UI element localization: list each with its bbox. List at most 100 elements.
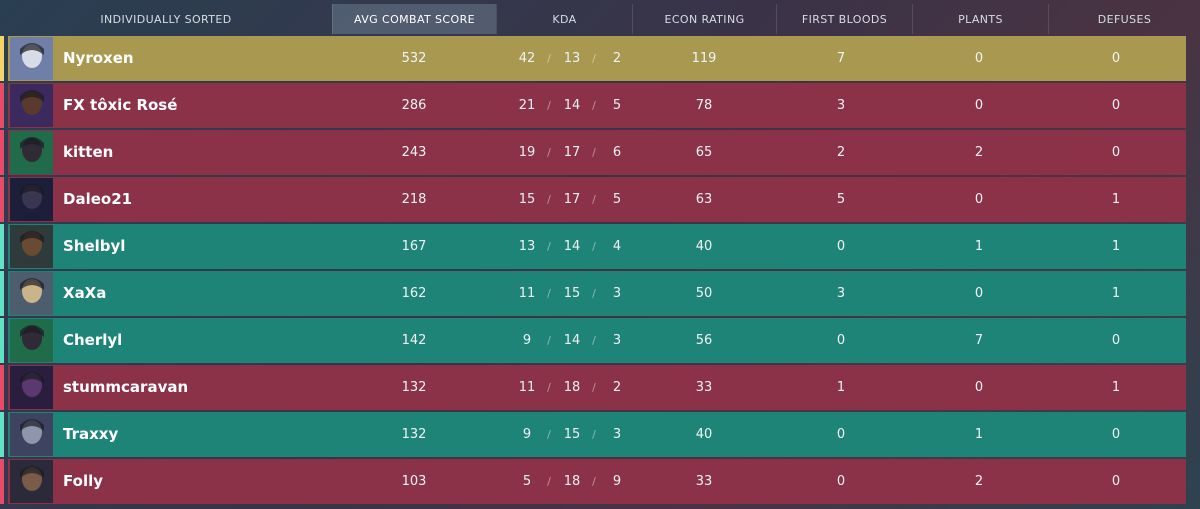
assists-value: 3 [612,286,622,301]
column-header-econ[interactable]: ECON RATING [632,4,776,34]
player-row[interactable]: Daleo21 218 63 5 0 1 15 17 5 / / [0,177,1186,222]
acs-value: 218 [401,192,427,207]
defuses-value: 0 [1111,474,1121,489]
player-name: Folly [63,472,104,490]
player-row[interactable]: stummcaravan 132 33 1 0 1 11 18 2// [0,365,1186,410]
econ-rating-value: 40 [695,239,713,254]
kills-value: 9 [522,427,532,442]
acs-value: 167 [401,239,427,254]
assists-value: 6 [612,145,622,160]
assists-value: 9 [612,474,622,489]
kills-value: 21 [518,98,536,113]
kda-separator: / [547,146,551,159]
acs-value: 162 [401,286,427,301]
team-color-stripe [0,177,4,222]
column-header-first-bloods[interactable]: FIRST BLOODS [776,4,912,34]
column-header-defuses[interactable]: DEFUSES [1048,4,1200,34]
kills-value: 11 [518,286,536,301]
kda-separator: / [547,99,551,112]
team-color-stripe [0,365,4,410]
player-name: stummcaravan [63,378,189,396]
first-bloods-value: 0 [836,474,846,489]
deaths-value: 17 [563,145,581,160]
team-color-stripe [0,412,4,457]
assists-value: 2 [612,51,622,66]
player-row[interactable]: kitten 243 65 2 2 0 19 17 6 / / [0,130,1186,175]
assists-value: 5 [612,98,622,113]
agent-portrait-icon [10,225,53,268]
team-color-stripe [0,130,4,175]
deaths-value: 15 [563,427,581,442]
acs-value: 132 [401,427,427,442]
kda-separator: / [547,193,551,206]
first-bloods-value: 0 [836,427,846,442]
kills-value: 5 [522,474,532,489]
acs-value: 532 [401,51,427,66]
defuses-value: 0 [1111,51,1121,66]
kda-separator: / [547,240,551,253]
player-row[interactable]: Shelbyl 167 40 0 1 1 13 14 4 / / [0,224,1186,269]
kills-value: 9 [522,333,532,348]
column-header-plants[interactable]: PLANTS [912,4,1048,34]
defuses-value: 1 [1111,239,1121,254]
team-color-stripe [0,224,4,269]
player-row[interactable]: Traxxy 132 40 0 1 0 9 15 3 / / [0,412,1186,457]
plants-value: 1 [974,239,984,254]
plants-value: 2 [974,474,984,489]
column-header-kda[interactable]: KDA [496,4,632,34]
agent-portrait-icon [10,84,53,127]
defuses-value: 0 [1111,333,1121,348]
sort-mode-header[interactable]: INDIVIDUALLY SORTED [100,12,232,26]
defuses-value: 1 [1111,380,1121,395]
player-name: XaXa [63,284,107,302]
defuses-value: 0 [1111,145,1121,160]
plants-value: 0 [974,380,984,395]
kda-separator: / [547,381,551,394]
kills-value: 15 [518,192,536,207]
econ-rating-value: 78 [695,98,713,113]
player-row[interactable]: Nyroxen 532 119 7 0 0 42 13 2 / / [0,36,1186,81]
kills-value: 42 [518,51,536,66]
player-row[interactable]: Folly 103 33 0 2 0 5 18 9 / / [0,459,1186,504]
deaths-value: 13 [563,51,581,66]
kda-separator: / [547,428,551,441]
player-row[interactable]: FX tôxic Rosé 286 78 3 0 0 21 14 5 / / [0,83,1186,128]
plants-value: 0 [974,51,984,66]
first-bloods-value: 3 [836,286,846,301]
player-name: Cherlyl [63,331,123,349]
kda-separator: / [592,146,596,159]
agent-portrait-icon [10,413,53,456]
deaths-value: 17 [563,192,581,207]
player-name: FX tôxic Rosé [63,96,178,114]
assists-value: 3 [612,333,622,348]
plants-value: 0 [974,98,984,113]
player-name: Daleo21 [63,190,133,208]
kills-value: 13 [518,239,536,254]
player-name: Traxxy [63,425,119,443]
kills-value: 11 [518,380,536,395]
defuses-value: 1 [1111,286,1121,301]
kda-separator: / [592,193,596,206]
kda-separator: / [592,381,596,394]
agent-portrait-icon [10,178,53,221]
agent-portrait-icon [10,319,53,362]
econ-rating-value: 33 [695,380,713,395]
first-bloods-value: 1 [836,380,846,395]
kda-separator: / [547,334,551,347]
defuses-value: 0 [1111,427,1121,442]
column-header-acs[interactable]: AVG COMBAT SCORE [332,4,496,34]
player-row[interactable]: XaXa 162 50 3 0 1 11 15 3// [0,271,1186,316]
first-bloods-value: 5 [836,192,846,207]
player-name: Nyroxen [63,49,134,67]
agent-portrait-icon [10,460,53,503]
assists-value: 4 [612,239,622,254]
assists-value: 5 [612,192,622,207]
team-color-stripe [0,318,4,363]
econ-rating-value: 33 [695,474,713,489]
first-bloods-value: 0 [836,333,846,348]
econ-rating-value: 119 [691,51,717,66]
defuses-value: 0 [1111,98,1121,113]
player-row[interactable]: Cherlyl 142 56 0 7 0 9 14 3 / / [0,318,1186,363]
first-bloods-value: 3 [836,98,846,113]
